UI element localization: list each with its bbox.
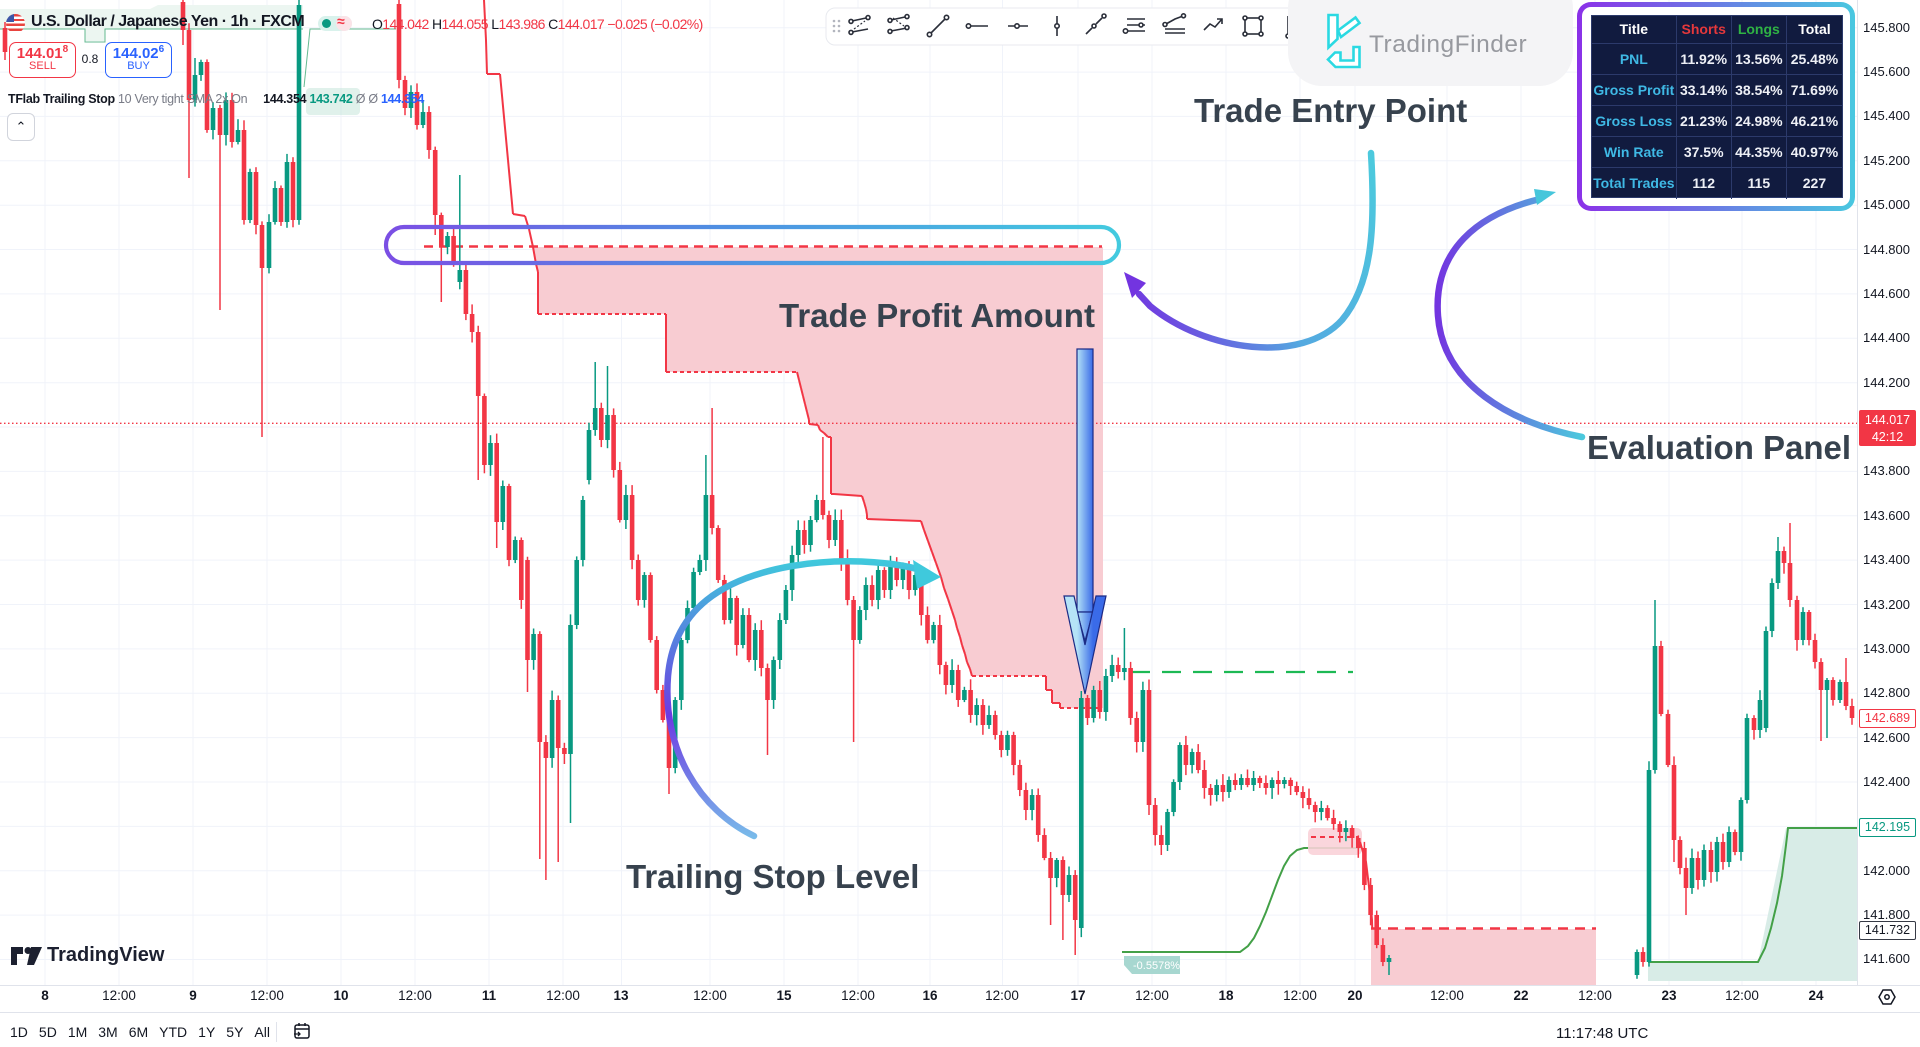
svg-text:-0.5578%: -0.5578%	[1133, 960, 1180, 972]
